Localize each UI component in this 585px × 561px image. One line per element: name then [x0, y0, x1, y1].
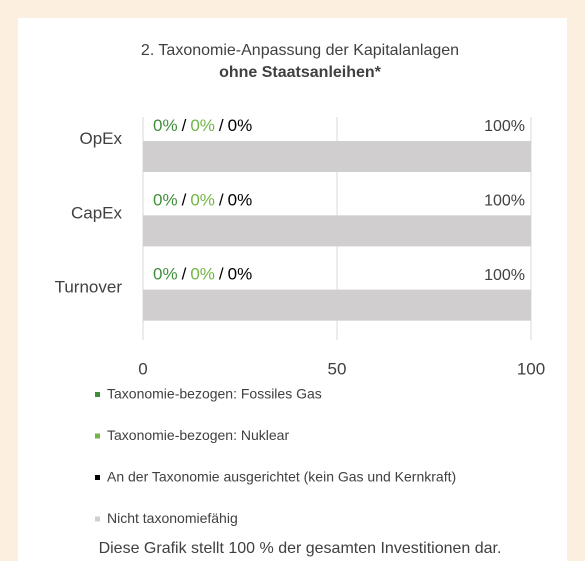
x-tick-label: 50: [328, 359, 347, 378]
data-label: 0%: [153, 265, 178, 284]
data-label-group: 0%/0%/0%: [153, 265, 252, 284]
legend-label: Taxonomie-bezogen: Fossiles Gas: [107, 386, 322, 402]
data-label: 0%: [190, 265, 215, 284]
data-label-group: 0%/0%/0%: [153, 191, 252, 210]
bar-segment: [143, 289, 531, 321]
separator: /: [182, 265, 187, 284]
separator: /: [219, 116, 224, 135]
legend-label: An der Taxonomie ausgerichtet (kein Gas …: [107, 469, 456, 485]
y-tick-label: OpEx: [79, 129, 122, 148]
legend-swatch: [95, 392, 100, 397]
legend-swatch: [95, 516, 100, 522]
separator: /: [219, 265, 224, 284]
y-tick-label: CapEx: [71, 203, 123, 222]
data-label: 100%: [484, 193, 525, 210]
legend-label: Nicht taxonomiefähig: [107, 510, 238, 526]
data-label: 0%: [153, 191, 178, 210]
panel: [18, 18, 567, 561]
x-tick-label: 0: [138, 359, 147, 378]
legend-label: Taxonomie-bezogen: Nuklear: [107, 427, 289, 443]
data-label: 0%: [190, 191, 215, 210]
bar-segment: [143, 141, 531, 172]
chart-subtitle: ohne Staatsanleihen*: [219, 64, 382, 81]
legend-swatch: [95, 475, 100, 480]
legend-swatch: [95, 433, 100, 439]
data-label: 0%: [190, 116, 215, 135]
separator: /: [182, 191, 187, 210]
data-label: 0%: [228, 116, 253, 135]
data-label: 100%: [484, 267, 525, 284]
data-label: 0%: [153, 116, 178, 135]
y-tick-label: Turnover: [55, 278, 123, 297]
note: Diese Grafik stellt 100 % der gesamten I…: [99, 540, 502, 557]
chart-title: 2. Taxonomie-Anpassung der Kapitalanlage…: [141, 42, 459, 59]
separator: /: [219, 191, 224, 210]
bar-segment: [143, 215, 531, 247]
data-label: 100%: [484, 118, 525, 135]
data-label: 0%: [228, 191, 253, 210]
data-label-group: 0%/0%/0%: [153, 116, 252, 135]
data-label: 0%: [228, 265, 253, 284]
x-tick-label: 100: [517, 359, 545, 378]
separator: /: [182, 116, 187, 135]
